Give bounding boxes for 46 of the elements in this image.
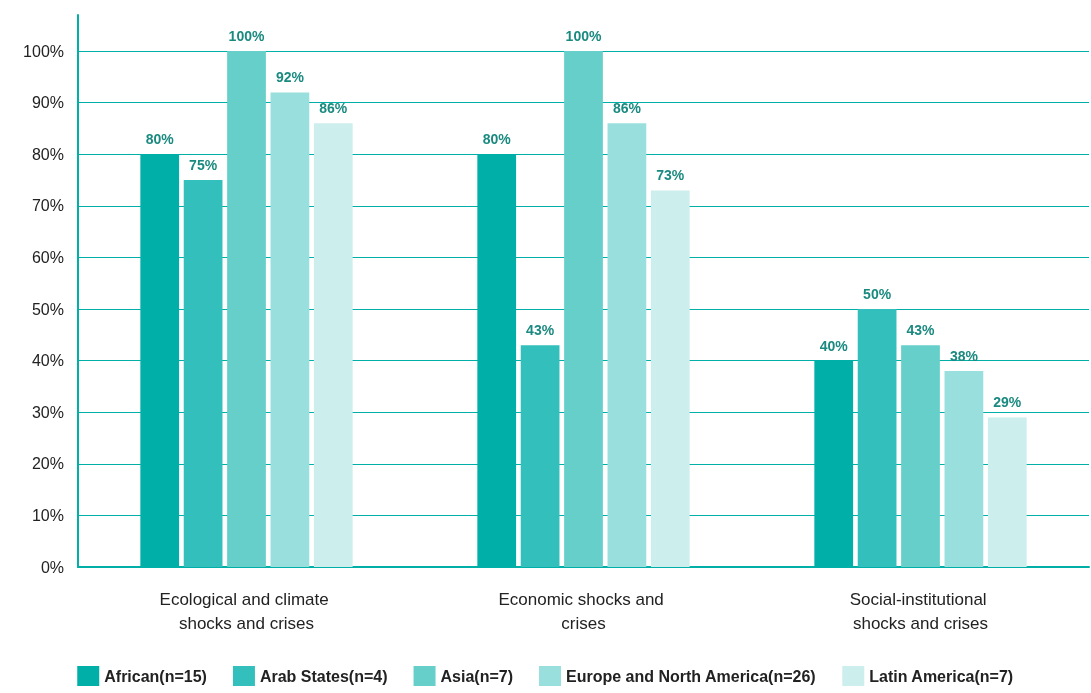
data-label: 92% [275,69,305,86]
y-tick-label: 80% [31,145,64,163]
legend-label: African(n=15) [104,667,207,685]
data-label: 29% [993,394,1022,411]
y-tick-label: 10% [31,506,64,524]
bar [901,345,940,567]
legend-label: Asia(n=7) [440,667,513,685]
data-label: 80% [145,131,175,148]
bar [227,51,266,567]
y-tick-label: 60% [31,248,64,266]
data-label: 73% [656,167,685,184]
data-label: 100% [565,28,602,45]
bar [313,123,353,567]
x-tick-label: Social-institutional shocks and crises [849,589,992,633]
bar [944,370,984,567]
y-tick-label: 50% [31,300,64,318]
data-label: 38% [949,347,979,364]
y-tick-label: 0% [40,558,64,576]
data-label: 43% [906,322,936,339]
data-label: 86% [612,100,642,117]
legend-label: Europe and North America(n=26) [566,667,816,685]
legend-label: Arab States(n=4) [259,667,388,685]
bar [857,309,897,567]
data-label: 50% [863,286,892,303]
y-tick-label: 30% [31,403,64,421]
data-label: 75% [189,157,218,174]
bar [650,190,690,567]
data-label: 80% [482,131,512,148]
data-label: 86% [319,100,348,117]
y-tick-label: 40% [31,352,64,370]
x-tick-label: Ecological and climate shocks and crises [159,589,334,633]
data-label: 100% [228,28,265,45]
legend-label: Latin America(n=7) [869,667,1014,685]
bar [607,123,647,567]
data-label: 40% [819,337,849,354]
y-tick-label: 90% [31,94,64,112]
bar [270,92,310,567]
bar [183,180,223,567]
y-tick-label: 70% [31,197,64,215]
x-tick-label: Economic shocks and crises [498,589,669,633]
bar [987,417,1027,567]
y-tick-label: 20% [31,455,64,473]
bar [564,51,603,567]
data-label: 43% [526,322,555,339]
bar [520,345,560,567]
y-tick-label: 100% [23,42,64,60]
